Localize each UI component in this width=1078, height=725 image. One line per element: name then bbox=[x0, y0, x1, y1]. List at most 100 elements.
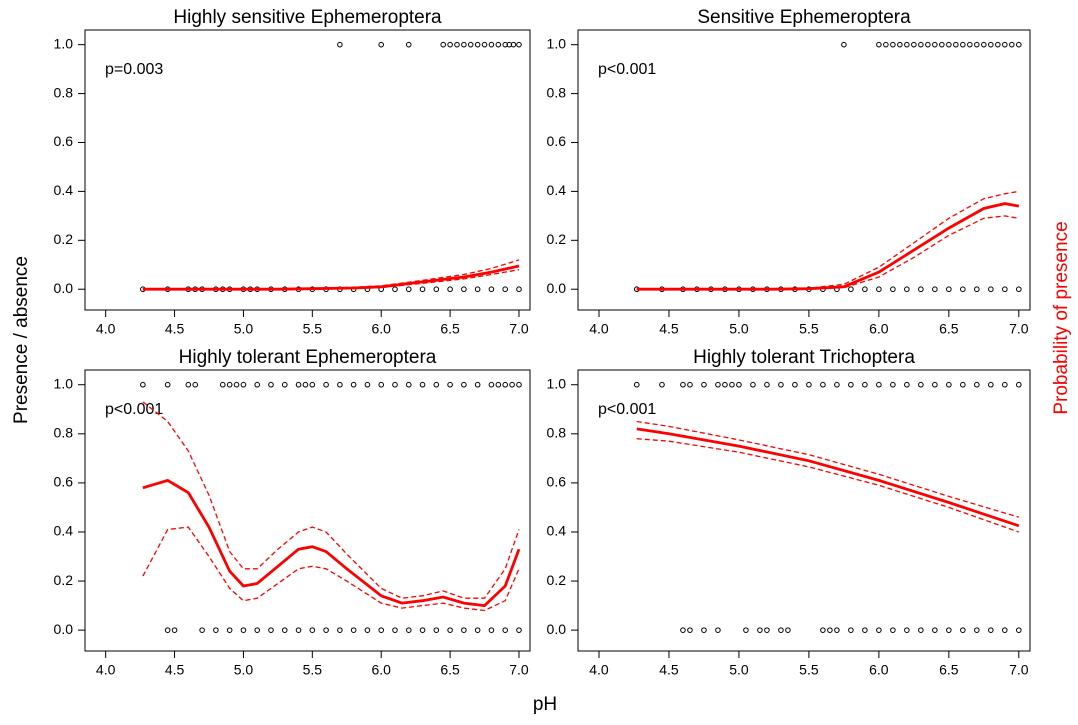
point bbox=[309, 627, 316, 633]
point bbox=[474, 41, 481, 48]
x-tick-label: 5.5 bbox=[303, 662, 323, 678]
point bbox=[461, 627, 467, 633]
point bbox=[509, 381, 515, 388]
y-tick-label: 1.0 bbox=[54, 35, 74, 51]
point bbox=[461, 286, 467, 293]
panel-title: Highly tolerant Trichoptera bbox=[693, 347, 915, 368]
annotation: p=0.003 bbox=[105, 61, 163, 78]
point bbox=[510, 41, 517, 48]
point bbox=[890, 381, 896, 388]
x-tick-label: 6.5 bbox=[939, 662, 959, 678]
point bbox=[834, 381, 840, 388]
x-tick-label: 5.0 bbox=[234, 662, 254, 678]
y-tick-label: 0.8 bbox=[547, 84, 567, 100]
point bbox=[392, 627, 398, 633]
point bbox=[405, 286, 412, 293]
y-tick-label: 0.8 bbox=[547, 425, 567, 441]
x-tick-label: 5.5 bbox=[303, 321, 323, 337]
point bbox=[925, 41, 931, 48]
x-tick-label: 6.5 bbox=[440, 662, 460, 678]
point bbox=[764, 627, 770, 633]
panel-title: Sensitive Ephemeroptera bbox=[697, 7, 911, 28]
point bbox=[226, 627, 233, 633]
point bbox=[488, 381, 495, 388]
fit-line bbox=[142, 264, 520, 291]
point bbox=[946, 381, 952, 388]
point bbox=[848, 627, 854, 633]
point bbox=[715, 381, 721, 388]
point bbox=[932, 41, 938, 48]
point bbox=[405, 41, 412, 48]
point bbox=[904, 286, 910, 293]
x-tick-label: 5.0 bbox=[729, 321, 749, 337]
ci-lower-line bbox=[636, 215, 1019, 290]
plot-frame bbox=[577, 369, 1031, 652]
x-tick-label: 4.0 bbox=[96, 321, 116, 337]
point bbox=[1002, 627, 1008, 633]
point bbox=[309, 381, 316, 388]
x-tick-label: 6.0 bbox=[869, 662, 889, 678]
y-tick-label: 0.0 bbox=[54, 280, 74, 296]
point bbox=[862, 381, 868, 388]
point bbox=[715, 627, 721, 633]
point bbox=[876, 627, 882, 633]
point bbox=[848, 286, 854, 293]
y-tick-label: 0.4 bbox=[54, 182, 74, 198]
point bbox=[164, 627, 171, 633]
y-tick-label: 0.2 bbox=[54, 231, 74, 247]
ci-upper-line bbox=[636, 190, 1019, 290]
x-tick-label: 6.5 bbox=[939, 321, 959, 337]
point bbox=[447, 286, 453, 293]
point bbox=[876, 286, 882, 293]
x-tick-label: 4.5 bbox=[165, 321, 185, 337]
x-tick-label: 5.0 bbox=[729, 662, 749, 678]
x-tick-label: 4.5 bbox=[659, 321, 679, 337]
point bbox=[474, 627, 481, 633]
point bbox=[233, 381, 240, 388]
point bbox=[701, 627, 707, 633]
point bbox=[778, 627, 784, 633]
point bbox=[219, 381, 226, 388]
x-tick-label: 4.5 bbox=[165, 662, 185, 678]
point bbox=[918, 41, 924, 48]
point bbox=[890, 286, 896, 293]
point bbox=[323, 627, 329, 633]
point bbox=[939, 41, 945, 48]
point bbox=[1002, 381, 1008, 388]
point bbox=[701, 381, 707, 388]
point bbox=[953, 41, 959, 48]
point bbox=[516, 41, 522, 48]
x-tick-label: 6.0 bbox=[869, 321, 889, 337]
point bbox=[988, 286, 994, 293]
point bbox=[967, 41, 973, 48]
point bbox=[1002, 286, 1008, 293]
point bbox=[419, 286, 426, 293]
x-tick-label: 5.0 bbox=[234, 321, 254, 337]
point bbox=[405, 627, 412, 633]
point bbox=[337, 627, 343, 633]
point bbox=[806, 381, 812, 388]
annotation: p<0.001 bbox=[105, 401, 163, 418]
point bbox=[419, 381, 426, 388]
point bbox=[474, 381, 481, 388]
x-axis-label: pH bbox=[533, 694, 557, 715]
point bbox=[495, 381, 502, 388]
point bbox=[876, 41, 882, 48]
point bbox=[974, 627, 980, 633]
y-tick-label: 0.0 bbox=[547, 280, 567, 296]
x-tick-label: 4.0 bbox=[589, 321, 609, 337]
point bbox=[213, 627, 219, 633]
point bbox=[350, 381, 357, 388]
point bbox=[960, 286, 966, 293]
point bbox=[974, 286, 980, 293]
point bbox=[268, 627, 274, 633]
point bbox=[419, 627, 426, 633]
ci-lower-line bbox=[142, 526, 520, 612]
point bbox=[433, 286, 440, 293]
y-tick-label: 0.6 bbox=[54, 133, 74, 149]
point bbox=[750, 381, 756, 388]
point bbox=[764, 381, 770, 388]
point bbox=[1016, 381, 1022, 388]
point bbox=[687, 381, 693, 388]
